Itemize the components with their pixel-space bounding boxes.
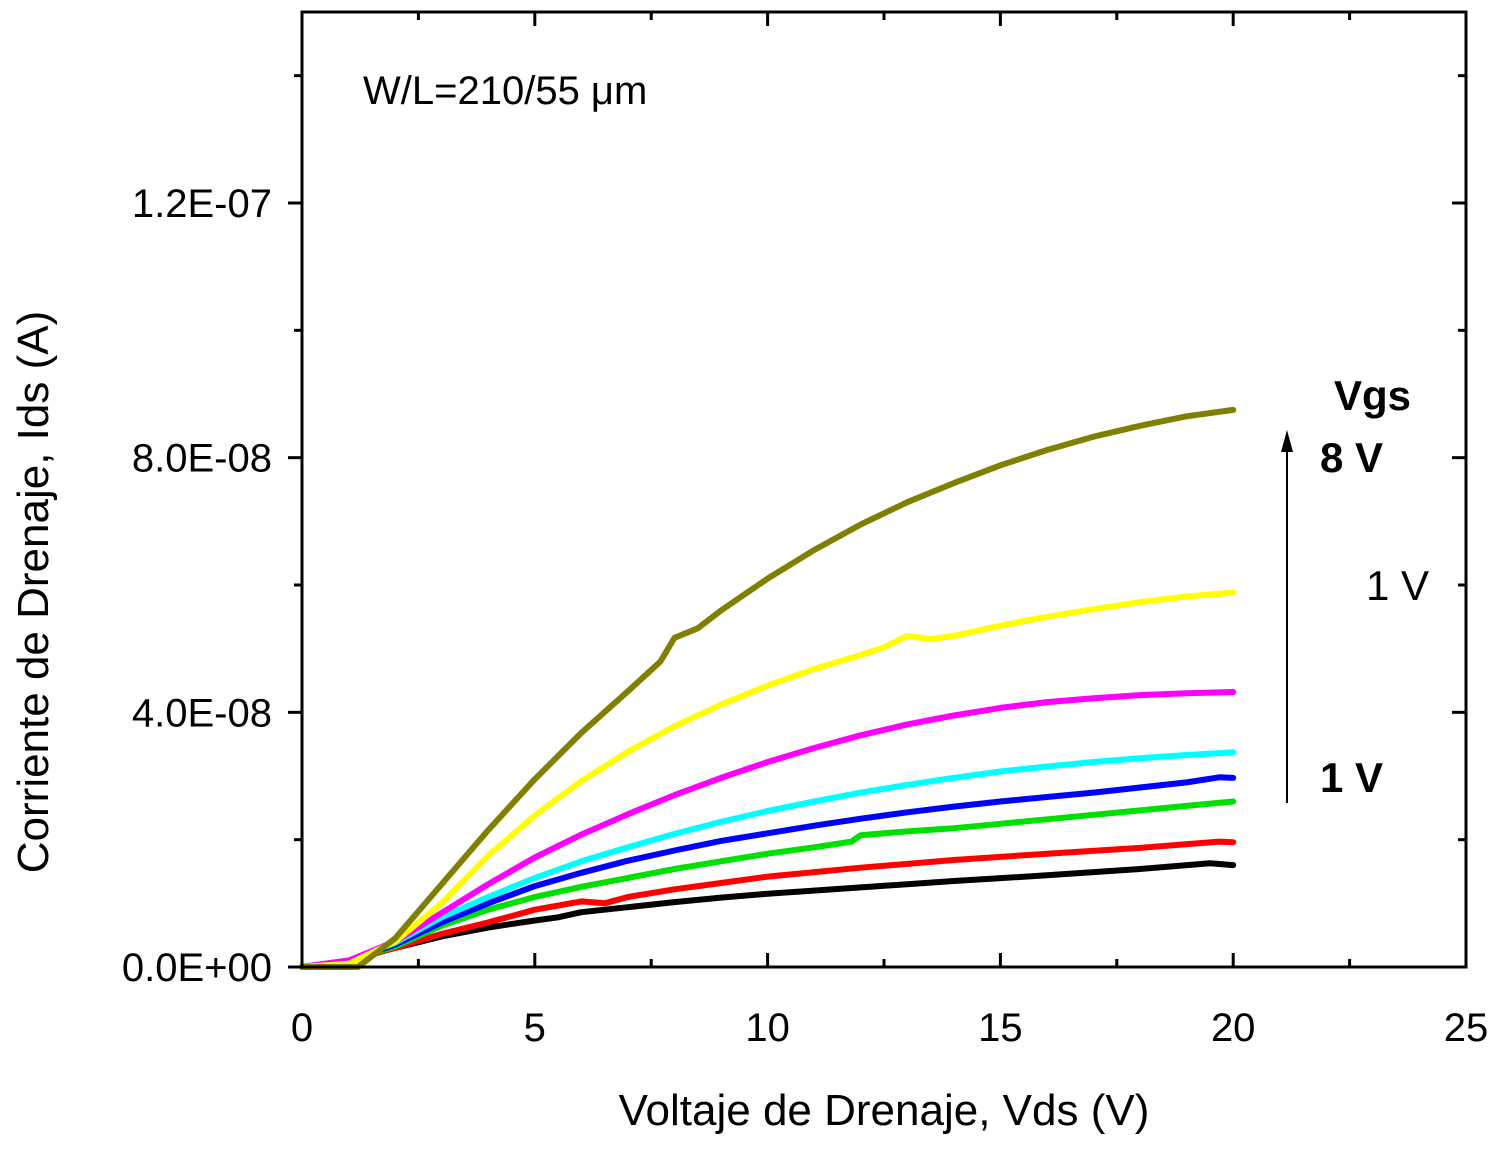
series-line-6 <box>299 689 1237 970</box>
series-line-8 <box>299 406 1237 970</box>
series-layer <box>299 406 1237 970</box>
x-tick-label: 20 <box>1211 1006 1256 1050</box>
y-tick-label: 4.0E-08 <box>132 691 272 735</box>
plot-frame <box>300 10 1468 969</box>
y-axis-title: Corriente de Drenaje, Ids (A) <box>9 311 58 873</box>
y-tick-label: 8.0E-08 <box>132 437 272 481</box>
x-tick-label: 0 <box>291 1006 313 1050</box>
series-line-7 <box>299 589 1237 970</box>
top-vgs-label: 8 V <box>1320 434 1383 481</box>
ratio-annotation: W/L=210/55 μm <box>363 69 647 113</box>
y-tick-label: 0.0E+00 <box>122 946 272 990</box>
x-tick-label: 5 <box>524 1006 546 1050</box>
y-tick-label: 1.2E-07 <box>132 182 272 226</box>
ticks-layer <box>288 12 1468 969</box>
x-tick-label: 15 <box>978 1006 1023 1050</box>
series-line-3 <box>299 798 1237 970</box>
series-line-5 <box>299 749 1237 970</box>
x-axis-title: Voltaje de Drenaje, Vds (V) <box>619 1086 1150 1135</box>
vgs-arrow-head <box>1281 430 1293 452</box>
step-vgs-label: 1 V <box>1366 562 1429 609</box>
vgs-title: Vgs <box>1334 372 1411 419</box>
x-tick-label: 10 <box>745 1006 790 1050</box>
bottom-vgs-label: 1 V <box>1320 754 1383 801</box>
series-line-4 <box>299 774 1237 970</box>
x-tick-label: 25 <box>1444 1006 1489 1050</box>
y-tick-labels: 0.0E+00 4.0E-08 8.0E-08 1.2E-07 <box>122 182 272 990</box>
series-line-2 <box>299 838 1237 970</box>
x-tick-labels: 0 5 10 15 20 25 <box>291 1006 1488 1050</box>
